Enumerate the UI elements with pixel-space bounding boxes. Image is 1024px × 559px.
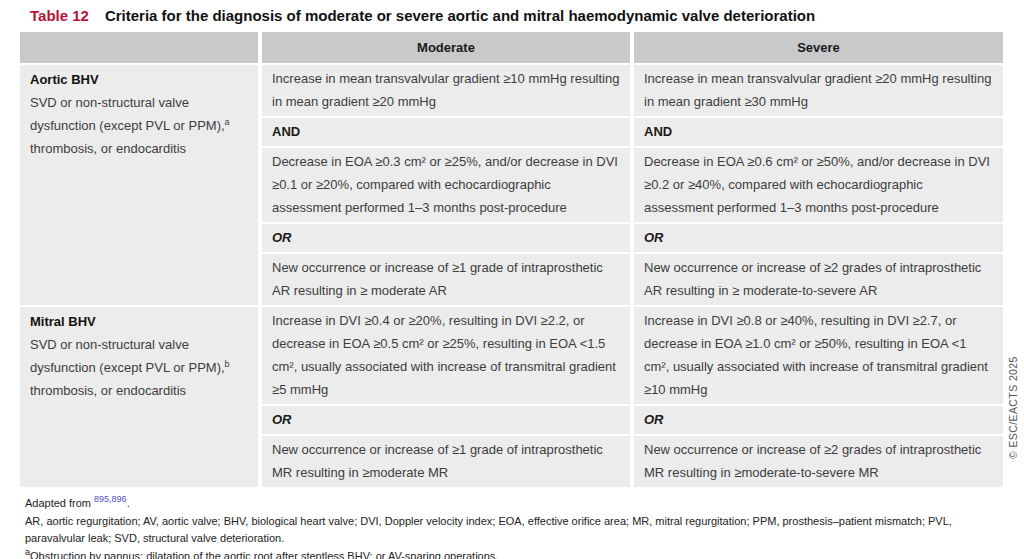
criteria-cell: Decrease in EOA ≥0.6 cm² or ≥50%, and/or… <box>634 148 1003 222</box>
footnote-marker-b: b <box>225 359 230 369</box>
criteria-cell: New occurrence or increase of ≥2 grades … <box>634 254 1003 305</box>
row-label-description: SVD or non-structural valve dysfunction … <box>30 333 248 402</box>
criteria-cell: New occurrence or increase of ≥1 grade o… <box>262 254 630 305</box>
row-label-title: Aortic BHV <box>30 68 248 91</box>
criteria-cell: Increase in DVI ≥0.4 or ≥20%, resulting … <box>262 307 630 404</box>
operator-or: OR <box>634 224 1003 252</box>
footnote-a-line: aObstruction by pannus; dilatation of th… <box>25 548 1010 559</box>
abbreviations-line: AR, aortic regurgitation; AV, aortic val… <box>25 513 1010 548</box>
criteria-cell: Increase in mean transvalvular gradient … <box>262 65 630 116</box>
criteria-cell: New occurrence or increase of ≥1 grade o… <box>262 436 630 487</box>
table-header-row: Moderate Severe <box>20 32 1003 63</box>
footnote-marker-a: a <box>225 117 230 127</box>
operator-or: OR <box>262 406 630 434</box>
row-group-mitral-bhv: Mitral BHV SVD or non-structural valve d… <box>20 307 1003 487</box>
table-number: Table 12 <box>30 7 89 24</box>
operator-and: AND <box>634 118 1003 146</box>
column-header-empty <box>20 32 258 63</box>
column-header-severe: Severe <box>634 32 1003 63</box>
table-caption: Table 12 Criteria for the diagnosis of mo… <box>0 0 1024 32</box>
criteria-cell: Increase in DVI ≥0.8 or ≥40%, resulting … <box>634 307 1003 404</box>
operator-or: OR <box>634 406 1003 434</box>
criteria-cell: Decrease in EOA ≥0.3 cm² or ≥25%, and/or… <box>262 148 630 222</box>
row-label-aortic-bhv: Aortic BHV SVD or non-structural valve d… <box>20 65 258 305</box>
criteria-cell: Increase in mean transvalvular gradient … <box>634 65 1003 116</box>
column-header-moderate: Moderate <box>262 32 630 63</box>
table-footnotes: Adapted from 895,896. AR, aortic regurgi… <box>25 495 1010 559</box>
criteria-cell: New occurrence or increase of ≥2 grades … <box>634 436 1003 487</box>
operator-and: AND <box>262 118 630 146</box>
copyright-notice: © ESC/EACTS 2025 <box>1007 356 1019 459</box>
table-title: Criteria for the diagnosis of moderate o… <box>105 7 815 24</box>
row-label-title: Mitral BHV <box>30 310 248 333</box>
row-label-mitral-bhv: Mitral BHV SVD or non-structural valve d… <box>20 307 258 487</box>
row-label-description: SVD or non-structural valve dysfunction … <box>30 91 248 160</box>
criteria-table: Moderate Severe Aortic BHV SVD or non-st… <box>20 32 1003 487</box>
operator-or: OR <box>262 224 630 252</box>
row-group-aortic-bhv: Aortic BHV SVD or non-structural valve d… <box>20 65 1003 305</box>
adapted-from-line: Adapted from 895,896. <box>25 495 1010 513</box>
reference-link[interactable]: 895,896 <box>94 494 127 504</box>
